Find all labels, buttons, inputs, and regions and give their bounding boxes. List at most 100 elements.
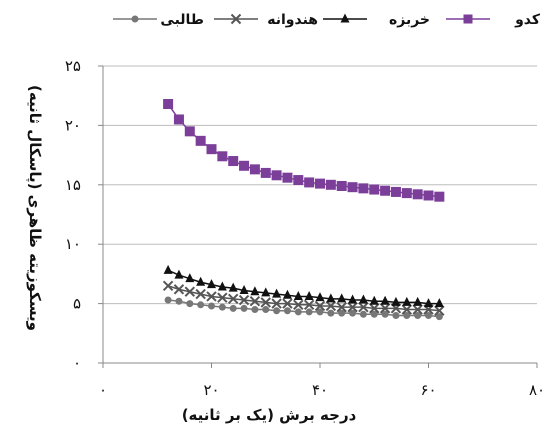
series-x [162, 280, 445, 316]
x-tick-label: ۸۰ [529, 381, 545, 399]
x-tick-label: ۰ [99, 381, 107, 399]
data-point-circle [359, 310, 367, 318]
series-square [163, 99, 445, 202]
data-point-square [369, 184, 380, 195]
data-point-x [412, 304, 423, 315]
data-point-triangle [185, 273, 195, 283]
data-point-triangle [424, 298, 433, 308]
data-point-x [238, 294, 250, 306]
data-point-square [249, 164, 260, 175]
series-circle [164, 296, 443, 321]
data-point-square [163, 99, 174, 110]
data-point-square [401, 188, 412, 199]
series-layer [162, 99, 445, 321]
data-point-x [227, 293, 239, 305]
data-point-triangle [293, 290, 303, 300]
axes: ۰ ۵ ۱۰ ۱۵ ۲۰ ۲۵ ۰ ۲۰ ۴۰ ۶۰ ۸۰ [65, 57, 545, 399]
data-point-square [325, 179, 336, 190]
y-tick-label: ۲۵ [65, 57, 81, 75]
data-point-circle [197, 301, 205, 309]
data-point-circle [240, 304, 248, 312]
data-point-circle [251, 306, 259, 314]
data-point-triangle [326, 293, 336, 303]
data-point-circle [338, 309, 346, 317]
data-point-triangle [282, 289, 292, 299]
legend-marker-circle-icon [131, 15, 139, 23]
data-point-square [358, 183, 369, 194]
data-point-triangle [228, 282, 238, 292]
data-point-triangle [304, 290, 314, 300]
y-tick-label: ۵ [73, 295, 81, 313]
series-triangle [163, 264, 444, 308]
data-point-square [184, 126, 195, 137]
data-point-x [325, 300, 337, 312]
data-point-x [260, 297, 271, 308]
data-point-square [228, 156, 239, 167]
data-point-square [282, 172, 293, 183]
legend-label: طالبی [160, 12, 204, 28]
data-point-triangle [250, 286, 260, 296]
data-point-square [434, 191, 445, 202]
data-point-circle [349, 309, 357, 317]
data-point-circle [414, 311, 422, 319]
data-point-triangle [315, 292, 325, 302]
data-point-circle [392, 311, 400, 319]
data-point-triangle [337, 293, 347, 303]
data-point-square [390, 186, 401, 197]
data-point-x [336, 301, 347, 313]
data-point-x [314, 300, 326, 312]
data-point-triangle [402, 296, 412, 306]
legend-marker-square-icon [463, 14, 473, 24]
data-point-triangle [174, 269, 184, 279]
data-point-triangle [239, 285, 249, 295]
x-tick-label: ۶۰ [420, 381, 436, 399]
data-point-square [271, 170, 282, 181]
data-point-square [304, 177, 315, 188]
data-point-square [293, 175, 304, 186]
data-point-x [347, 301, 358, 313]
x-tick-label: ۲۰ [203, 381, 219, 399]
data-point-triangle [391, 296, 401, 306]
legend-label: هندوانه [267, 12, 318, 28]
data-point-square [239, 160, 250, 171]
series-line [167, 285, 440, 312]
data-point-triangle [163, 264, 173, 274]
legend-marker-x-icon [230, 13, 242, 25]
data-point-x [434, 305, 445, 316]
data-point-square [195, 135, 206, 146]
data-point-circle [327, 309, 335, 317]
data-point-x [162, 280, 174, 291]
data-point-square [217, 151, 228, 162]
data-point-square [423, 190, 434, 201]
data-point-triangle [217, 281, 227, 291]
data-point-square [347, 182, 358, 193]
legend-label: کدو [514, 12, 541, 28]
y-tick-label: ۰ [73, 354, 81, 372]
y-tick-label: ۲۰ [65, 116, 81, 134]
legend-item: کدو [446, 12, 541, 28]
data-point-x [217, 292, 228, 303]
data-point-square [380, 185, 391, 196]
data-point-circle [305, 308, 313, 316]
data-point-triangle [207, 279, 216, 289]
data-point-circle [164, 296, 172, 304]
data-point-square [315, 178, 325, 189]
legend-label: خربزه [389, 12, 430, 28]
y-tick-label: ۱۰ [65, 235, 81, 253]
data-point-square [336, 180, 347, 191]
data-point-circle [186, 300, 194, 308]
data-point-circle [403, 311, 411, 319]
legend-item: هندوانه [214, 12, 318, 28]
data-point-circle [381, 310, 389, 318]
data-point-square [206, 144, 217, 155]
data-point-triangle [358, 294, 368, 304]
data-point-triangle [196, 276, 206, 286]
data-point-circle [294, 308, 302, 316]
data-point-square [412, 189, 423, 200]
x-axis-title: درجه برش (یک بر ثانیه) [182, 406, 357, 424]
data-point-x [369, 303, 380, 314]
data-point-x [282, 298, 293, 309]
data-point-x [379, 303, 391, 314]
